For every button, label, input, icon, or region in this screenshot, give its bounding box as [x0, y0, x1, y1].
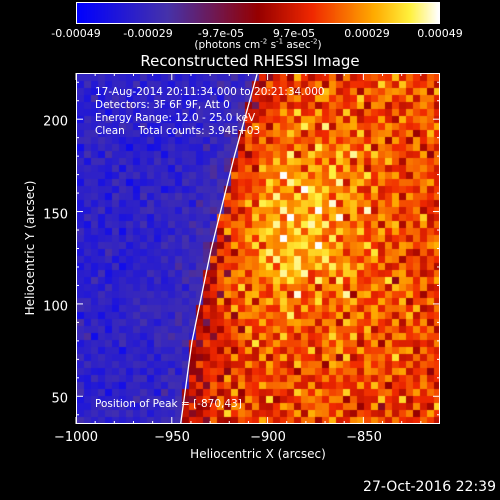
plot-area: 17-Aug-2014 20:11:34.000 to 20:21:34.000…	[76, 73, 440, 424]
clean-counts-label: Clean Total counts: 3.94E+03	[95, 125, 261, 137]
y-tick-label: 100	[43, 299, 68, 315]
colorbar-tick-label: -0.00029	[123, 27, 173, 40]
colorbar-tick-label: -0.00049	[51, 27, 101, 40]
colorbar-tick-label: 0.00029	[344, 27, 390, 40]
energy-range-label: Energy Range: 12.0 - 25.0 keV	[95, 112, 256, 124]
x-tick-label: −1000	[54, 430, 98, 445]
x-tick-label: −900	[250, 430, 286, 445]
timestamp: 27-Oct-2016 22:39	[363, 479, 496, 495]
colorbar	[76, 2, 440, 24]
detectors-label: Detectors: 3F 6F 9F, Att 0	[95, 99, 230, 111]
colorbar-units-label: (photons cm-2 s-1 asec-2)	[194, 37, 322, 51]
heatmap-image	[77, 74, 439, 423]
y-tick-label: 200	[43, 114, 68, 130]
y-tick-label: 150	[43, 207, 68, 223]
colorbar-tick-label: -9.7e-05	[197, 27, 245, 40]
colorbar-tick-label: 0.00049	[417, 27, 463, 40]
colorbar-tick-label: 9.7e-05	[272, 27, 316, 40]
x-tick-label: −950	[154, 430, 190, 445]
solar-limb-overlay	[180, 74, 258, 423]
time-range-label: 17-Aug-2014 20:11:34.000 to 20:21:34.000	[95, 86, 325, 98]
y-tick-label: 50	[51, 391, 68, 407]
solar-limb-curve	[180, 74, 258, 423]
peak-position-label: Position of Peak = [-870,43]	[95, 398, 242, 410]
x-axis-title: Heliocentric X (arcsec)	[190, 447, 326, 461]
y-axis-title: Heliocentric Y (arcsec)	[23, 180, 37, 316]
x-tick-label: −850	[346, 430, 382, 445]
plot-title: Reconstructed RHESSI Image	[140, 52, 360, 70]
